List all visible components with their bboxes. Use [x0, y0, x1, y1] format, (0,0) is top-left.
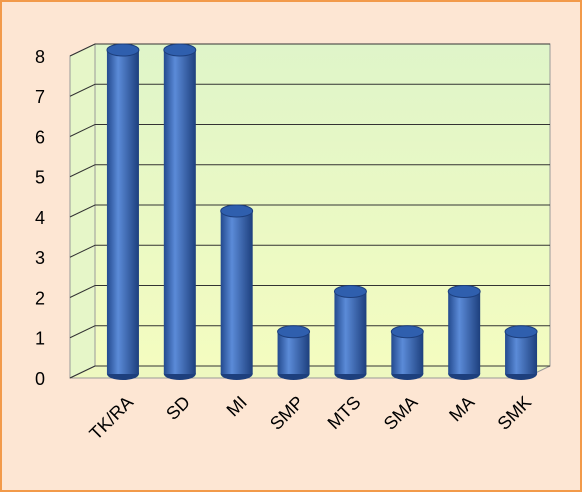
bar-part [504, 325, 538, 339]
y-tick-label: 5 [35, 168, 45, 188]
grid-line [69, 285, 550, 298]
bar [390, 325, 424, 380]
bar-part [391, 331, 424, 374]
y-tick-label: 1 [35, 329, 45, 349]
bar-part [390, 325, 424, 339]
bar-part [106, 43, 140, 57]
bar [447, 285, 481, 380]
y-tick-label: 7 [35, 87, 45, 107]
grid-line [69, 325, 550, 339]
bar-part [220, 211, 253, 374]
bar-part [447, 285, 481, 298]
bar-part [334, 291, 367, 374]
grid-line [69, 124, 550, 137]
grid-line [69, 244, 550, 258]
bar-part [333, 285, 367, 298]
bar [504, 325, 538, 380]
bar [333, 285, 367, 380]
grid-line [69, 83, 550, 97]
grid-line [69, 204, 550, 218]
y-tick-label: 4 [35, 208, 45, 228]
y-tick-label: 0 [35, 369, 45, 389]
bar-part [448, 291, 481, 374]
bar [277, 325, 311, 380]
bar [220, 204, 254, 380]
bar-part [163, 43, 197, 57]
bar-part [163, 50, 196, 374]
bar [106, 43, 140, 380]
bar-part [505, 331, 538, 374]
bar-part [220, 204, 254, 218]
grid-line [69, 164, 550, 178]
y-tick-label: 6 [35, 127, 45, 147]
grid-line [69, 43, 550, 57]
y-tick-label: 2 [35, 288, 45, 308]
y-tick-label: 8 [35, 47, 45, 67]
bar [163, 43, 197, 380]
y-tick-label: 3 [35, 248, 45, 268]
bar-part [277, 331, 310, 374]
bar-part [106, 50, 139, 374]
bar-part [277, 325, 311, 339]
